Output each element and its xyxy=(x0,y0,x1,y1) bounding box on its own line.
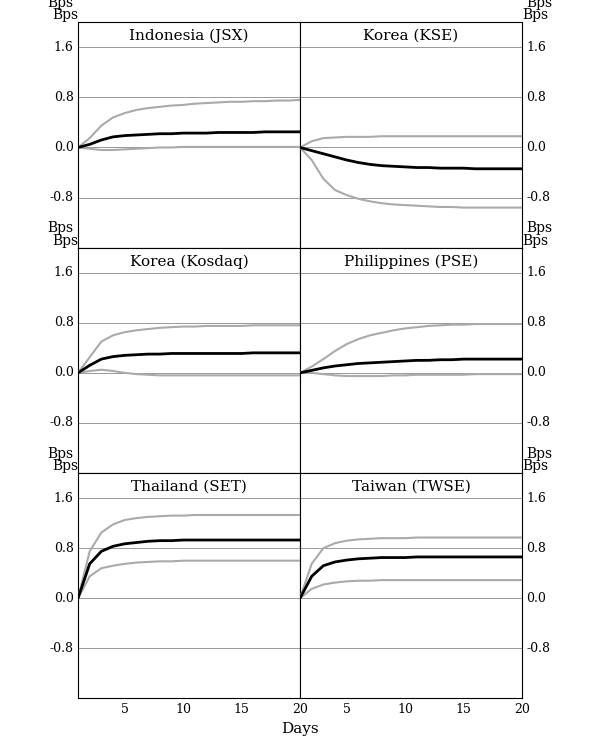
Text: 1.6: 1.6 xyxy=(53,41,74,53)
Text: Indonesia (JSX): Indonesia (JSX) xyxy=(129,29,249,43)
Text: Bps: Bps xyxy=(522,8,548,22)
Text: Bps: Bps xyxy=(47,221,74,235)
Text: -0.8: -0.8 xyxy=(50,191,74,204)
Text: 0.0: 0.0 xyxy=(526,591,547,605)
Text: Days: Days xyxy=(281,721,319,736)
Text: Bps: Bps xyxy=(522,233,548,247)
Text: Bps: Bps xyxy=(52,459,78,473)
Text: -0.8: -0.8 xyxy=(526,642,550,655)
Text: Philippines (PSE): Philippines (PSE) xyxy=(344,254,478,269)
Text: 1.6: 1.6 xyxy=(526,492,547,504)
Text: Korea (Kosdaq): Korea (Kosdaq) xyxy=(130,254,248,269)
Text: 1.6: 1.6 xyxy=(53,492,74,504)
Text: 1.6: 1.6 xyxy=(526,41,547,53)
Text: 0.8: 0.8 xyxy=(53,542,74,555)
Text: 0.0: 0.0 xyxy=(53,366,74,380)
Text: Bps: Bps xyxy=(47,447,74,461)
Text: Korea (KSE): Korea (KSE) xyxy=(364,29,458,43)
Text: -0.8: -0.8 xyxy=(50,642,74,655)
Text: 1.6: 1.6 xyxy=(526,266,547,279)
Text: -0.8: -0.8 xyxy=(526,191,550,204)
Text: Bps: Bps xyxy=(526,221,553,235)
Text: Bps: Bps xyxy=(47,0,74,10)
Text: Bps: Bps xyxy=(52,8,78,22)
Text: 0.8: 0.8 xyxy=(53,317,74,329)
Text: 0.8: 0.8 xyxy=(53,91,74,104)
Text: Bps: Bps xyxy=(526,447,553,461)
Text: Taiwan (TWSE): Taiwan (TWSE) xyxy=(352,480,470,494)
Text: 0.0: 0.0 xyxy=(53,591,74,605)
Text: Thailand (SET): Thailand (SET) xyxy=(131,480,247,494)
Text: 0.0: 0.0 xyxy=(526,366,547,380)
Text: -0.8: -0.8 xyxy=(526,417,550,429)
Text: Bps: Bps xyxy=(52,233,78,247)
Text: 0.0: 0.0 xyxy=(53,141,74,154)
Text: 1.6: 1.6 xyxy=(53,266,74,279)
Text: 0.8: 0.8 xyxy=(526,542,547,555)
Text: -0.8: -0.8 xyxy=(50,417,74,429)
Text: Bps: Bps xyxy=(526,0,553,10)
Text: 0.0: 0.0 xyxy=(526,141,547,154)
Text: 0.8: 0.8 xyxy=(526,91,547,104)
Text: Bps: Bps xyxy=(522,459,548,473)
Text: 0.8: 0.8 xyxy=(526,317,547,329)
